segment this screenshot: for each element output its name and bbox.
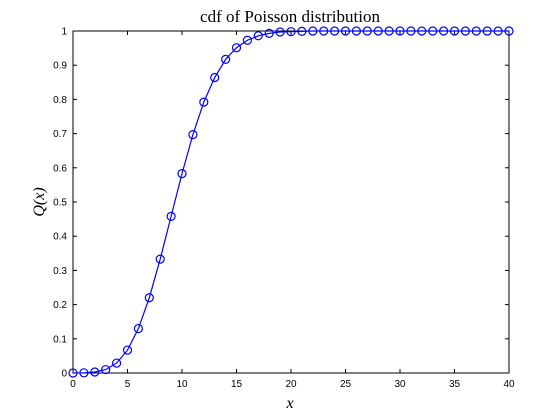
x-tick-label: 20 (285, 379, 297, 390)
x-tick-label: 15 (231, 379, 243, 390)
data-point (460, 26, 470, 36)
data-point (373, 26, 383, 36)
y-tick-label: 0.4 (53, 232, 67, 243)
data-point (242, 35, 252, 45)
x-axis-label: x (285, 395, 293, 412)
data-point (144, 293, 154, 303)
data-point (68, 368, 78, 378)
data-point (406, 26, 416, 36)
data-point (221, 54, 231, 64)
y-tick-label: 0.3 (53, 266, 67, 277)
data-point (101, 364, 111, 375)
y-tick-label: 0.1 (53, 334, 67, 345)
data-point (340, 26, 351, 36)
data-point (384, 26, 394, 36)
data-point (199, 97, 209, 107)
data-point (111, 358, 122, 368)
y-tick-label: 0.8 (53, 95, 67, 106)
x-axis-ticks: 0 5 10 15 20 25 30 35 40 (70, 31, 515, 390)
data-point (504, 26, 514, 36)
data-point (428, 26, 438, 36)
series-group (68, 26, 514, 378)
x-tick-label: 5 (125, 379, 131, 390)
y-tick-label: 0.9 (53, 61, 67, 72)
data-point (330, 26, 340, 36)
data-point (493, 26, 503, 36)
data-point (362, 26, 372, 36)
y-axis-label: Q(x) (31, 187, 48, 216)
data-point (210, 72, 220, 83)
data-point (264, 28, 274, 38)
y-axis-ticks: 0 0.1 0.2 0.3 0.4 0.5 0.6 0.7 0.8 0.9 1 (53, 27, 509, 380)
data-point (231, 43, 242, 53)
data-point (253, 31, 263, 41)
data-point (471, 26, 481, 36)
plot-area (72, 30, 510, 374)
data-point (439, 26, 449, 36)
data-point (286, 27, 296, 37)
y-tick-label: 1 (61, 27, 67, 38)
x-tick-label: 25 (340, 379, 352, 390)
data-point (155, 254, 165, 264)
x-tick-label: 35 (449, 379, 461, 390)
data-point (449, 26, 460, 36)
data-point (79, 368, 89, 378)
data-point (417, 26, 427, 36)
y-tick-label: 0.5 (53, 198, 67, 209)
chart-title: cdf of Poisson distribution (200, 7, 380, 26)
x-tick-label: 30 (394, 379, 406, 390)
y-tick-label: 0.7 (53, 129, 67, 140)
y-tick-label: 0 (61, 369, 67, 380)
data-point (188, 130, 198, 140)
data-point (319, 26, 329, 36)
data-point (275, 27, 285, 37)
data-point (395, 26, 405, 36)
data-point (308, 26, 318, 36)
x-tick-label: 10 (176, 379, 188, 390)
data-point (351, 26, 361, 36)
data-point (482, 26, 492, 36)
x-tick-label: 0 (70, 379, 76, 390)
data-point (133, 323, 143, 334)
x-tick-label: 40 (503, 379, 515, 390)
data-point (177, 169, 187, 179)
data-point (297, 26, 307, 36)
data-point (90, 367, 100, 377)
y-tick-label: 0.6 (53, 163, 67, 174)
data-point (166, 211, 176, 221)
y-tick-label: 0.2 (53, 300, 67, 311)
data-point (122, 345, 133, 355)
